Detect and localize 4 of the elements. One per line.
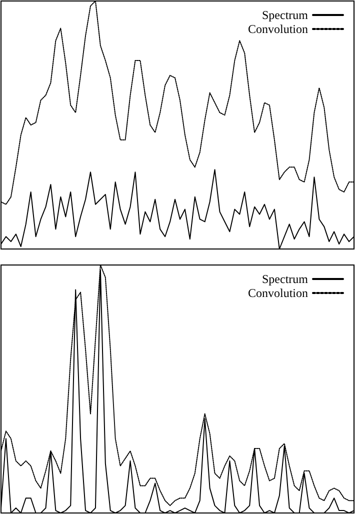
legend-label: Convolution: [248, 22, 308, 36]
legend-label: Convolution: [248, 286, 308, 300]
legend-label: Spectrum: [262, 272, 309, 286]
legend-label: Spectrum: [262, 8, 309, 22]
